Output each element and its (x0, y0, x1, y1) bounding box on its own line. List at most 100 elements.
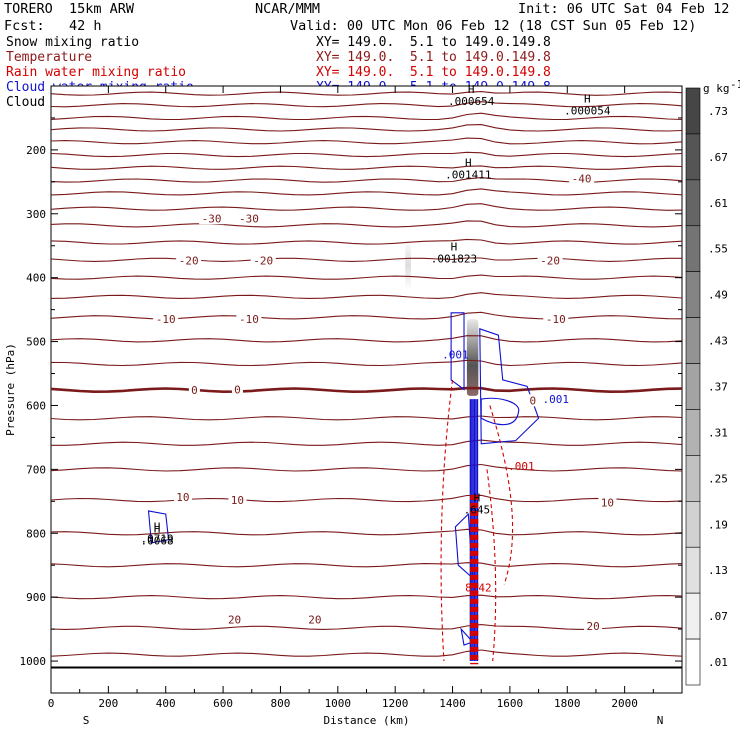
colorbar-label: .61 (708, 197, 728, 210)
y-tick-label: 500 (26, 336, 46, 349)
isotherm-line (50, 238, 683, 245)
colorbar-unit-exponent: -1 (730, 78, 740, 91)
colorbar-swatch (685, 638, 701, 686)
isotherm-label: 20 (228, 614, 241, 627)
x-tick-label: 600 (213, 697, 233, 710)
isotherm-line (51, 439, 683, 446)
isotherm-label-bg (527, 394, 539, 407)
isotherm-line (50, 624, 683, 630)
isotherm-label-bg (598, 496, 617, 509)
isotherm-label-bg (188, 384, 200, 397)
isotherm-line (50, 124, 683, 132)
y-tick-label: 700 (26, 463, 46, 476)
isotherm-line (50, 188, 683, 196)
isotherm-label-bg (176, 254, 202, 267)
isotherm-line (50, 203, 683, 211)
colorbar-label: .67 (708, 151, 728, 164)
isotherm-line (50, 220, 683, 228)
colorbar-swatch (685, 409, 701, 456)
cloud-water-contour (450, 312, 465, 391)
colorbar-swatch (685, 455, 701, 502)
cloud-water-contour (460, 627, 474, 646)
extremum-value: .000654 (448, 95, 495, 108)
x-tick-label: 200 (98, 697, 118, 710)
y-tick-label: 900 (26, 591, 46, 604)
isotherm-line (50, 463, 683, 472)
isotherm-label-bg (236, 313, 262, 326)
field-xy-range: XY= 149.0. 5.1 to 149.0.149.8 (316, 50, 551, 65)
isotherm-label-bg (305, 613, 324, 626)
extremum-value: .0068 (141, 534, 174, 547)
isotherm-label: -20 (540, 254, 560, 267)
extremum-mark: H (465, 156, 472, 169)
ice-shading (405, 239, 411, 291)
isotherm-label-bg (173, 490, 192, 503)
isotherm-label: -20 (179, 254, 199, 267)
colorbar-swatch (685, 501, 701, 548)
y-tick-label: 300 (26, 208, 46, 221)
isotherm-label: 20 (308, 614, 321, 627)
extremum-value: .001411 (445, 168, 491, 181)
isotherm-line (50, 359, 683, 367)
field-xy-range: XY= 149.0. 5.1 to 149.0.149.8 (316, 65, 551, 80)
valid-time: Valid: 00 UTC Mon 06 Feb 12 (18 CST Sun … (290, 18, 697, 34)
isotherm-line (50, 292, 683, 299)
colorbar-label: .73 (708, 105, 728, 118)
isotherm-line (50, 562, 683, 568)
isotherm-label-bg (543, 313, 569, 326)
colorbar-swatch (685, 179, 701, 227)
colorbar-swatch (685, 133, 701, 181)
colorbar-swatch (685, 271, 701, 318)
isotherm-label: 20 (586, 620, 599, 633)
isotherm-label: -30 (202, 212, 222, 225)
field-name: Snow mixing ratio (6, 35, 140, 50)
colorbar-label: .43 (708, 335, 728, 348)
isotherm-line (50, 649, 683, 657)
isotherm-line (50, 494, 683, 503)
colorbar-label: .01 (708, 656, 728, 669)
isotherm-label-bg (569, 172, 595, 185)
x-tick-label: 0 (48, 697, 55, 710)
isotherm-label: -10 (239, 313, 259, 326)
cloud-water-contour (480, 397, 520, 426)
rain-contour (489, 405, 514, 585)
snow-shading (466, 319, 479, 396)
colorbar-swatch (685, 363, 701, 410)
extremum-mark: H (154, 522, 161, 535)
cloud-water-contour (147, 510, 170, 544)
x-tick-label: 1600 (497, 697, 524, 710)
rain-contour (486, 469, 497, 662)
extremum-value: .645 (464, 504, 491, 517)
center-title: NCAR/MMM (255, 1, 321, 17)
isotherm-label-bg (228, 494, 247, 507)
y-tick-label: 1000 (20, 655, 47, 668)
colorbar-unit: g kg (703, 82, 730, 95)
colorbar-swatch (685, 317, 701, 364)
x-tick-label: 800 (271, 697, 291, 710)
isotherm-label-bg (250, 254, 276, 267)
isotherm-line (50, 91, 683, 96)
isotherm-label-bg (153, 313, 179, 326)
field-xy-range: XY= 149.0. 5.1 to 149.0.149.8 (316, 35, 551, 50)
isotherm-label-bg (236, 212, 262, 225)
x-tick-label: 2000 (611, 697, 638, 710)
isotherm-line (50, 386, 683, 394)
x-tick-label: 400 (156, 697, 176, 710)
x-end-right: N (657, 714, 664, 727)
colorbar-swatch (685, 87, 701, 135)
isotherm-line (50, 528, 683, 536)
field-name: Temperature (6, 50, 93, 65)
isotherm-label-bg (225, 613, 244, 626)
isotherm-label: -10 (156, 313, 176, 326)
colorbar-label: .07 (708, 610, 728, 623)
extremum-mark: H (154, 520, 161, 533)
y-tick-label: 800 (26, 527, 46, 540)
x-tick-label: 1200 (382, 697, 409, 710)
extremum-value: .0719 (141, 532, 174, 545)
colorbar-label: .13 (708, 564, 728, 577)
field-name: Rain water mixing ratio (6, 65, 187, 80)
isotherm-line (50, 274, 683, 280)
y-tick-label: 400 (26, 272, 46, 285)
y-tick-label: 200 (26, 144, 46, 157)
